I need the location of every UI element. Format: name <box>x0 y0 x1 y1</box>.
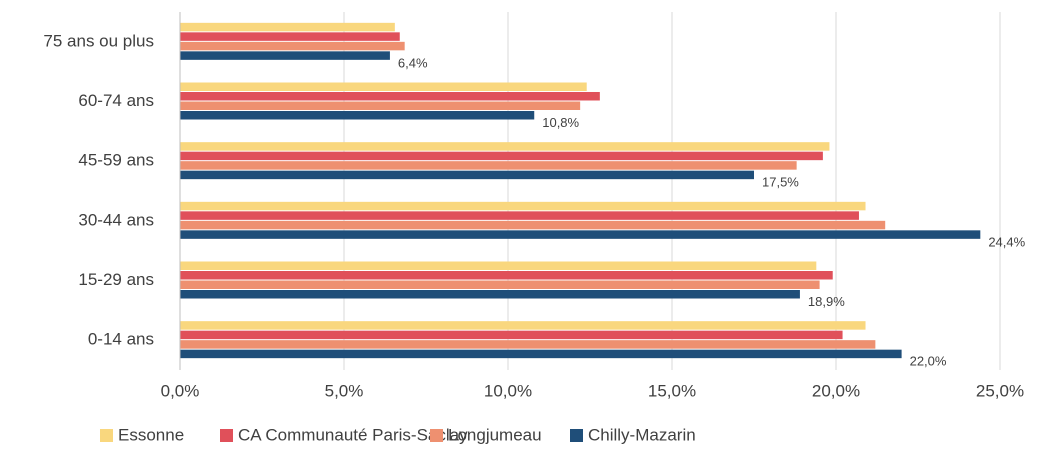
bar <box>180 170 754 180</box>
bar <box>180 82 587 91</box>
bar <box>180 161 797 170</box>
legend-label: Chilly-Mazarin <box>588 425 696 444</box>
x-tick-label: 25,0% <box>976 381 1024 400</box>
data-label: 10,8% <box>542 115 579 130</box>
bar <box>180 111 535 120</box>
bar <box>180 51 390 60</box>
legend-label: Essonne <box>118 425 184 444</box>
legend-swatch <box>570 429 583 442</box>
x-tick-label: 5,0% <box>325 381 364 400</box>
bar <box>180 32 400 41</box>
y-tick-label: 75 ans ou plus <box>43 31 154 50</box>
bar <box>180 92 600 101</box>
legend-label: CA Communauté Paris-Saclay <box>238 425 468 444</box>
data-label: 18,9% <box>808 294 845 309</box>
bar <box>180 271 833 280</box>
bar <box>180 230 981 239</box>
bar <box>180 340 876 349</box>
y-tick-label: 60-74 ans <box>78 91 154 110</box>
bar <box>180 101 581 110</box>
data-label: 24,4% <box>988 234 1025 249</box>
x-tick-label: 20,0% <box>812 381 860 400</box>
legend-swatch <box>220 429 233 442</box>
bar <box>180 349 902 359</box>
data-label: 6,4% <box>398 55 428 70</box>
data-label: 22,0% <box>910 354 947 369</box>
legend-swatch <box>430 429 443 442</box>
y-tick-label: 45-59 ans <box>78 151 154 170</box>
bar <box>180 142 830 151</box>
x-tick-label: 10,0% <box>484 381 532 400</box>
bar <box>180 211 859 220</box>
bar <box>180 330 843 340</box>
bar <box>180 151 823 161</box>
bar <box>180 220 886 230</box>
bar <box>180 280 820 289</box>
bar <box>180 201 866 211</box>
legend-swatch <box>100 429 113 442</box>
y-tick-label: 15-29 ans <box>78 270 154 289</box>
data-label: 17,5% <box>762 175 799 190</box>
bar <box>180 290 800 299</box>
y-tick-label: 30-44 ans <box>78 210 154 229</box>
y-tick-label: 0-14 ans <box>88 330 154 349</box>
bar <box>180 41 405 51</box>
bar <box>180 22 395 32</box>
x-tick-label: 0,0% <box>161 381 200 400</box>
bar <box>180 321 866 330</box>
bar <box>180 261 817 270</box>
legend-label: Longjumeau <box>448 425 542 444</box>
x-tick-label: 15,0% <box>648 381 696 400</box>
